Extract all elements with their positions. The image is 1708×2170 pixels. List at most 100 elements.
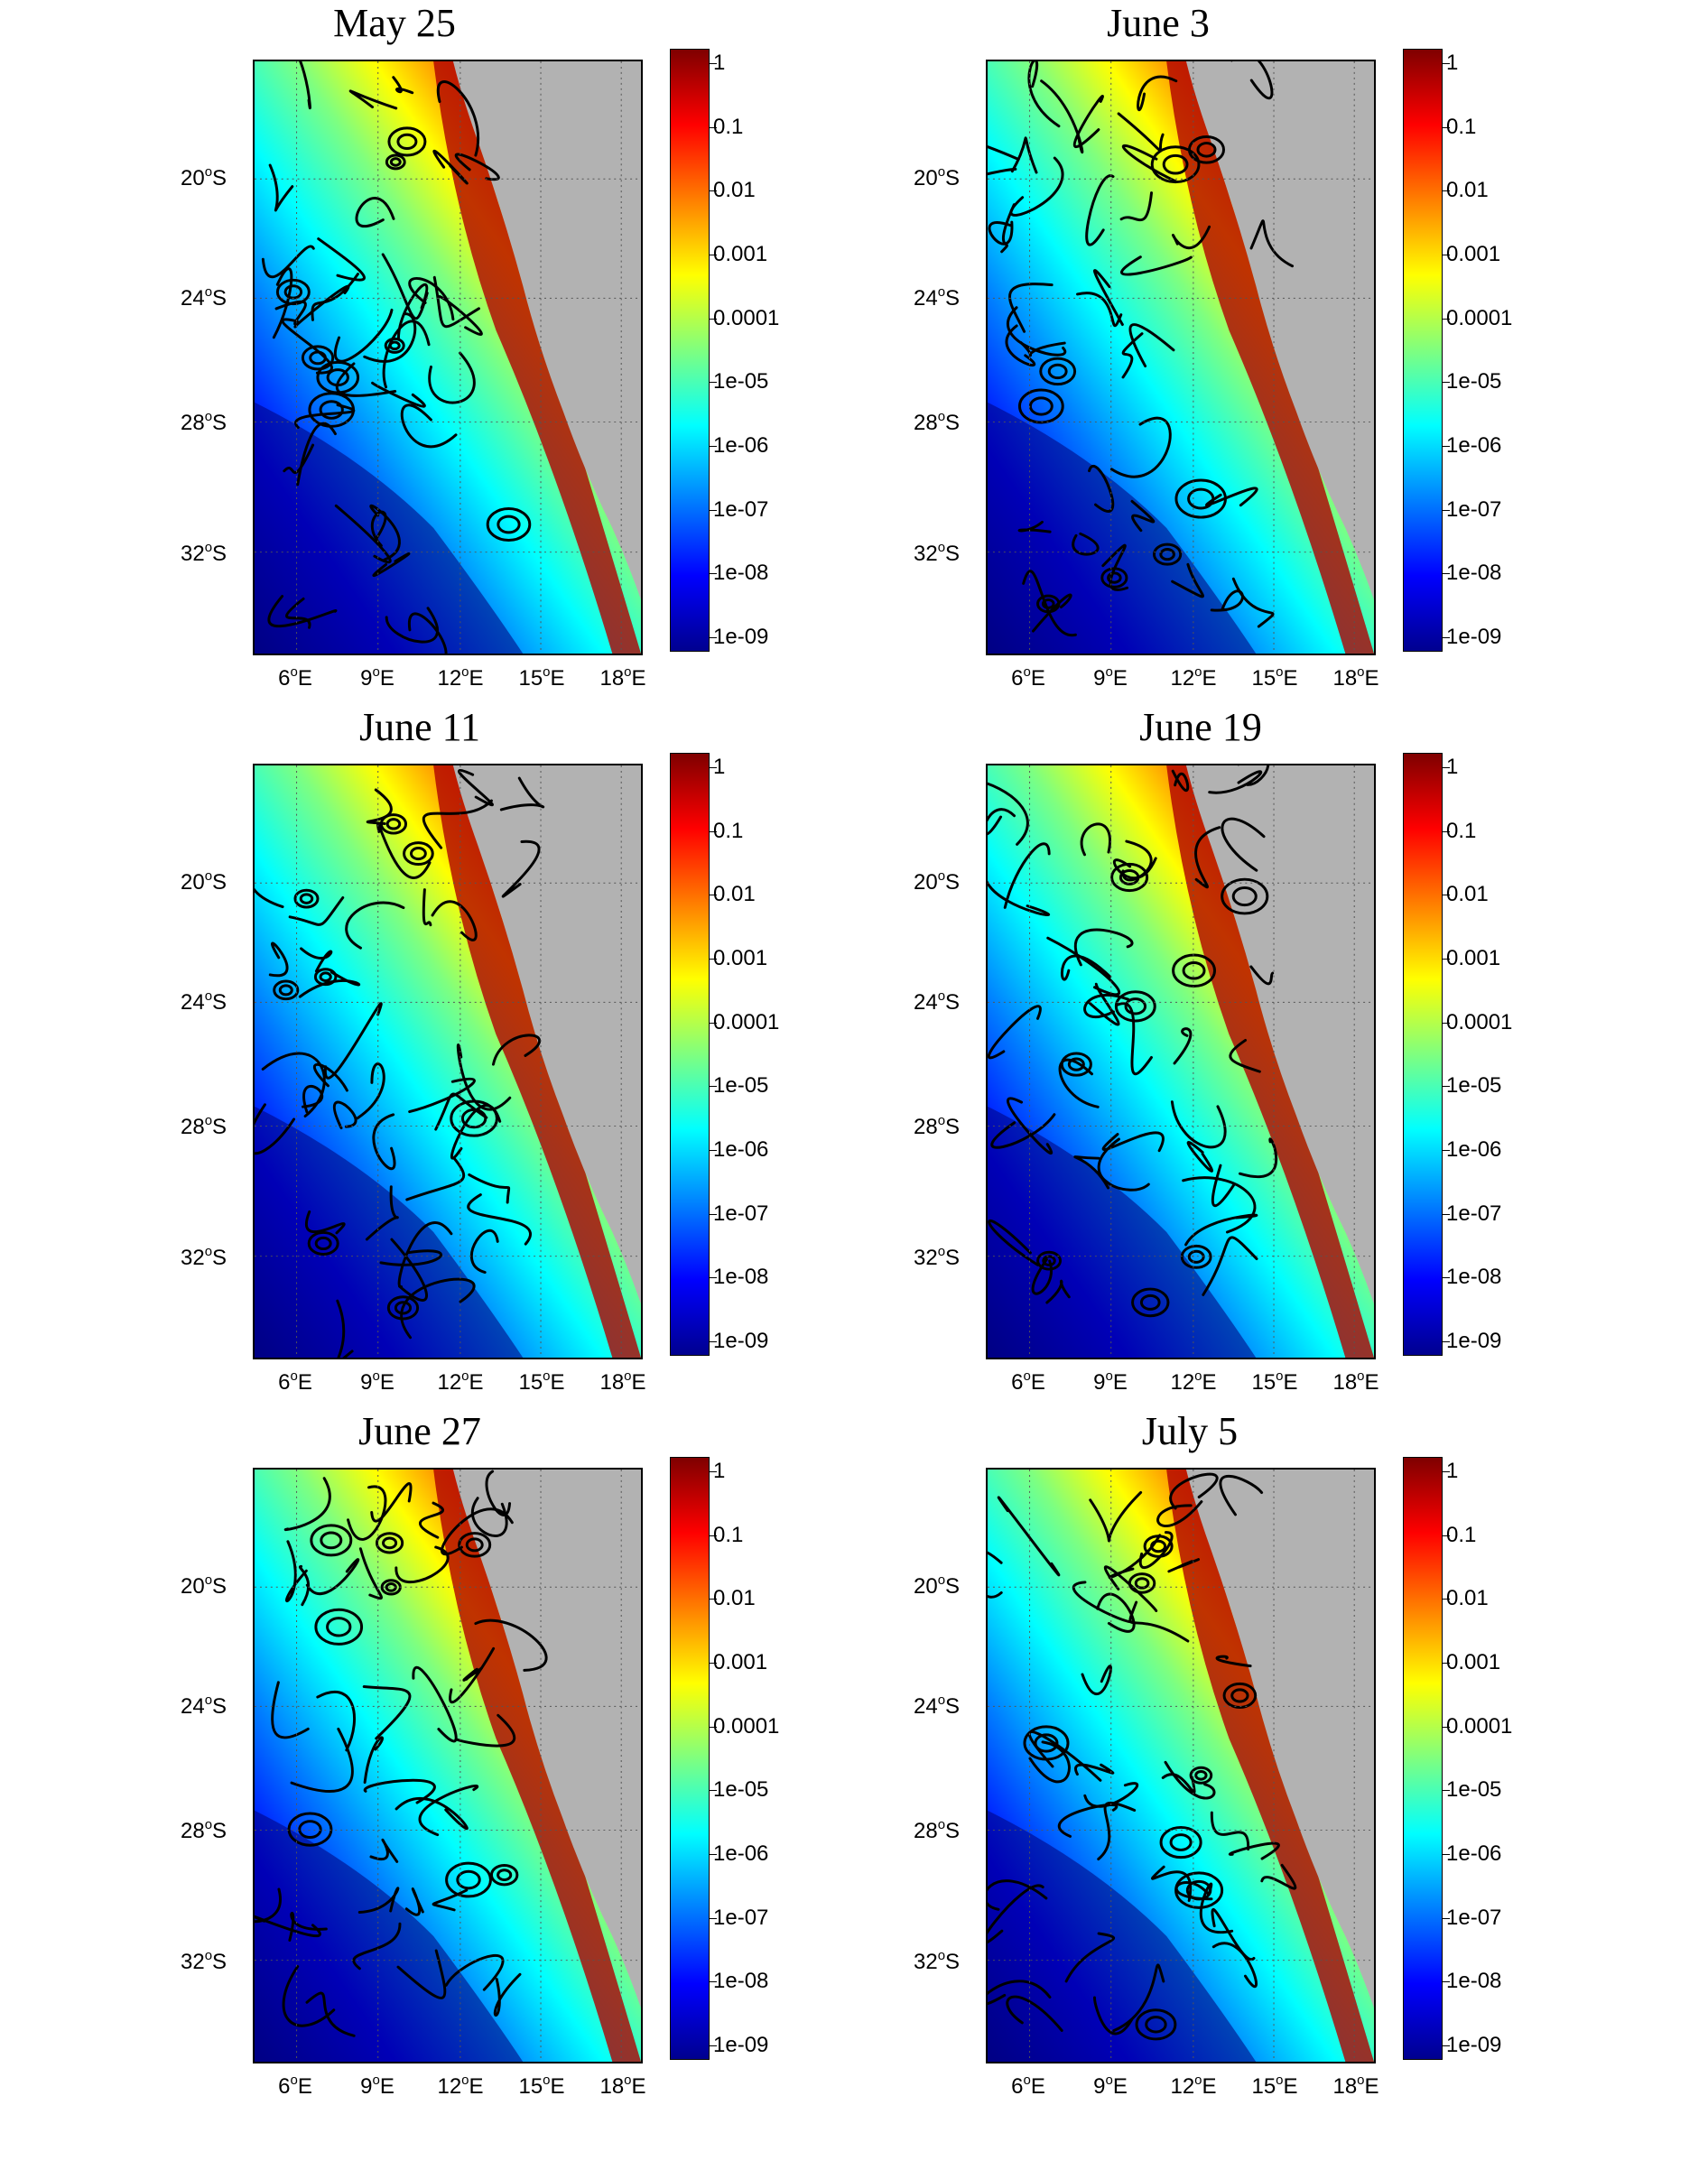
filament xyxy=(1116,1002,1153,1076)
colorbar-tick-label: 1e-05 xyxy=(713,1073,769,1099)
filament xyxy=(255,1915,321,1938)
filament xyxy=(333,308,394,363)
lon-hemisphere: E xyxy=(469,2074,484,2099)
degree-sign: o xyxy=(937,1817,946,1832)
colorbar-tick-label: 0.01 xyxy=(1446,178,1489,203)
colorbar xyxy=(670,753,710,1356)
colorbar-tickmark xyxy=(710,1213,717,1215)
colorbar-tick-label: 1e-09 xyxy=(713,625,769,649)
filament xyxy=(282,1965,336,2027)
colorbar-tick-label: 1e-05 xyxy=(1446,1073,1502,1099)
colorbar-tick-label: 1e-06 xyxy=(1446,1841,1502,1866)
lat-hemisphere: S xyxy=(212,870,227,895)
colorbar-tick-label: 0.1 xyxy=(1446,818,1477,843)
lat-degree: 32 xyxy=(181,1246,205,1270)
latitude-label: 20oS xyxy=(181,164,227,191)
degree-sign: o xyxy=(290,1368,298,1384)
colorbar-tickmark xyxy=(710,1471,717,1472)
filament xyxy=(298,1564,310,1607)
eddy-core xyxy=(396,133,418,151)
latitude-label: 24oS xyxy=(914,988,960,1015)
coastal-high-band xyxy=(433,765,641,1358)
filament xyxy=(255,1103,296,1155)
lat-degree: 24 xyxy=(914,990,938,1015)
grid-lines xyxy=(255,765,641,1358)
longitude-label: 18oE xyxy=(1332,1368,1378,1396)
eddy-core xyxy=(278,984,293,997)
offshore-low-zone xyxy=(255,1106,524,1358)
latitude-label: 28oS xyxy=(181,409,227,436)
degree-sign: o xyxy=(1276,664,1284,680)
latitude-label: 32oS xyxy=(181,1244,227,1271)
colorbar-tickmark xyxy=(1443,1599,1450,1600)
colorbar-tickmark xyxy=(1443,1471,1450,1472)
colorbar-tick-label: 0.0001 xyxy=(713,305,780,330)
filament xyxy=(1112,1963,1165,2033)
eddy xyxy=(1143,1535,1174,1558)
lat-degree: 24 xyxy=(181,990,205,1015)
eddy xyxy=(287,1812,333,1847)
panel-title: May 25 xyxy=(333,1,456,45)
filament xyxy=(1161,1773,1196,1794)
lon-degree: 12 xyxy=(1170,666,1195,691)
map-area xyxy=(253,1468,643,2063)
lon-hemisphere: E xyxy=(379,2074,395,2099)
filament xyxy=(988,144,1020,162)
filament xyxy=(1194,826,1221,889)
longitude-label: 15oE xyxy=(518,664,564,691)
filament xyxy=(400,403,458,449)
latitude-label: 32oS xyxy=(914,540,960,567)
lat-hemisphere: S xyxy=(212,990,227,1015)
eddy-core xyxy=(326,1617,352,1637)
lon-hemisphere: E xyxy=(631,2074,646,2099)
lon-degree: 9 xyxy=(360,2074,373,2099)
colorbar-tickmark xyxy=(1443,830,1450,832)
filament xyxy=(470,1497,508,1538)
land-mask xyxy=(452,61,641,600)
colorbar-tickmark xyxy=(710,318,717,320)
colorbar-tickmark xyxy=(1443,1663,1450,1664)
colorbar-tickmark xyxy=(1443,1150,1450,1151)
filament xyxy=(311,273,359,321)
colorbar-tick-label: 1 xyxy=(1446,51,1459,75)
longitude-label: 18oE xyxy=(599,2073,645,2100)
lon-hemisphere: E xyxy=(1283,1370,1298,1395)
filament xyxy=(336,1299,354,1358)
colorbar-tick-label: 1e-07 xyxy=(713,1905,769,1930)
eddy xyxy=(387,126,427,157)
filament xyxy=(362,1685,412,1740)
degree-sign: o xyxy=(543,664,551,680)
filament xyxy=(1138,1531,1174,1569)
eddy-core xyxy=(394,1301,413,1315)
degree-sign: o xyxy=(204,988,213,1004)
latitude-label: 24oS xyxy=(914,1692,960,1720)
colorbar-tickmark xyxy=(1443,1917,1450,1919)
degree-sign: o xyxy=(204,409,213,424)
filament xyxy=(1117,112,1165,152)
filament xyxy=(283,443,315,475)
filament xyxy=(1219,1475,1264,1516)
latitude-label: 20oS xyxy=(181,1572,227,1600)
lat-degree: 28 xyxy=(914,1115,938,1139)
filament xyxy=(1058,1058,1100,1108)
filament xyxy=(1088,464,1115,513)
filament xyxy=(1205,487,1258,507)
colorbar-tick-label: 0.01 xyxy=(1446,882,1489,907)
longitude-label: 15oE xyxy=(1251,664,1297,691)
filament xyxy=(1151,1865,1193,1903)
lon-degree: 15 xyxy=(518,666,543,691)
eddy-core xyxy=(497,515,521,534)
colorbar-tick-label: 0.0001 xyxy=(713,1009,780,1034)
lat-hemisphere: S xyxy=(212,286,227,311)
colorbar-tickmark xyxy=(1443,767,1450,768)
colorbar-tick-label: 1e-06 xyxy=(713,1137,769,1162)
lat-hemisphere: S xyxy=(945,1115,961,1139)
colorbar-tick-label: 0.01 xyxy=(1446,1586,1489,1611)
filament-group xyxy=(255,1470,548,2037)
longitude-label: 12oE xyxy=(437,2073,483,2100)
longitude-label: 9oE xyxy=(1093,2073,1128,2100)
eddy xyxy=(1023,1725,1070,1761)
colorbar-tick-label: 0.1 xyxy=(713,1522,744,1547)
filament xyxy=(407,612,448,654)
filament xyxy=(316,1690,356,1752)
